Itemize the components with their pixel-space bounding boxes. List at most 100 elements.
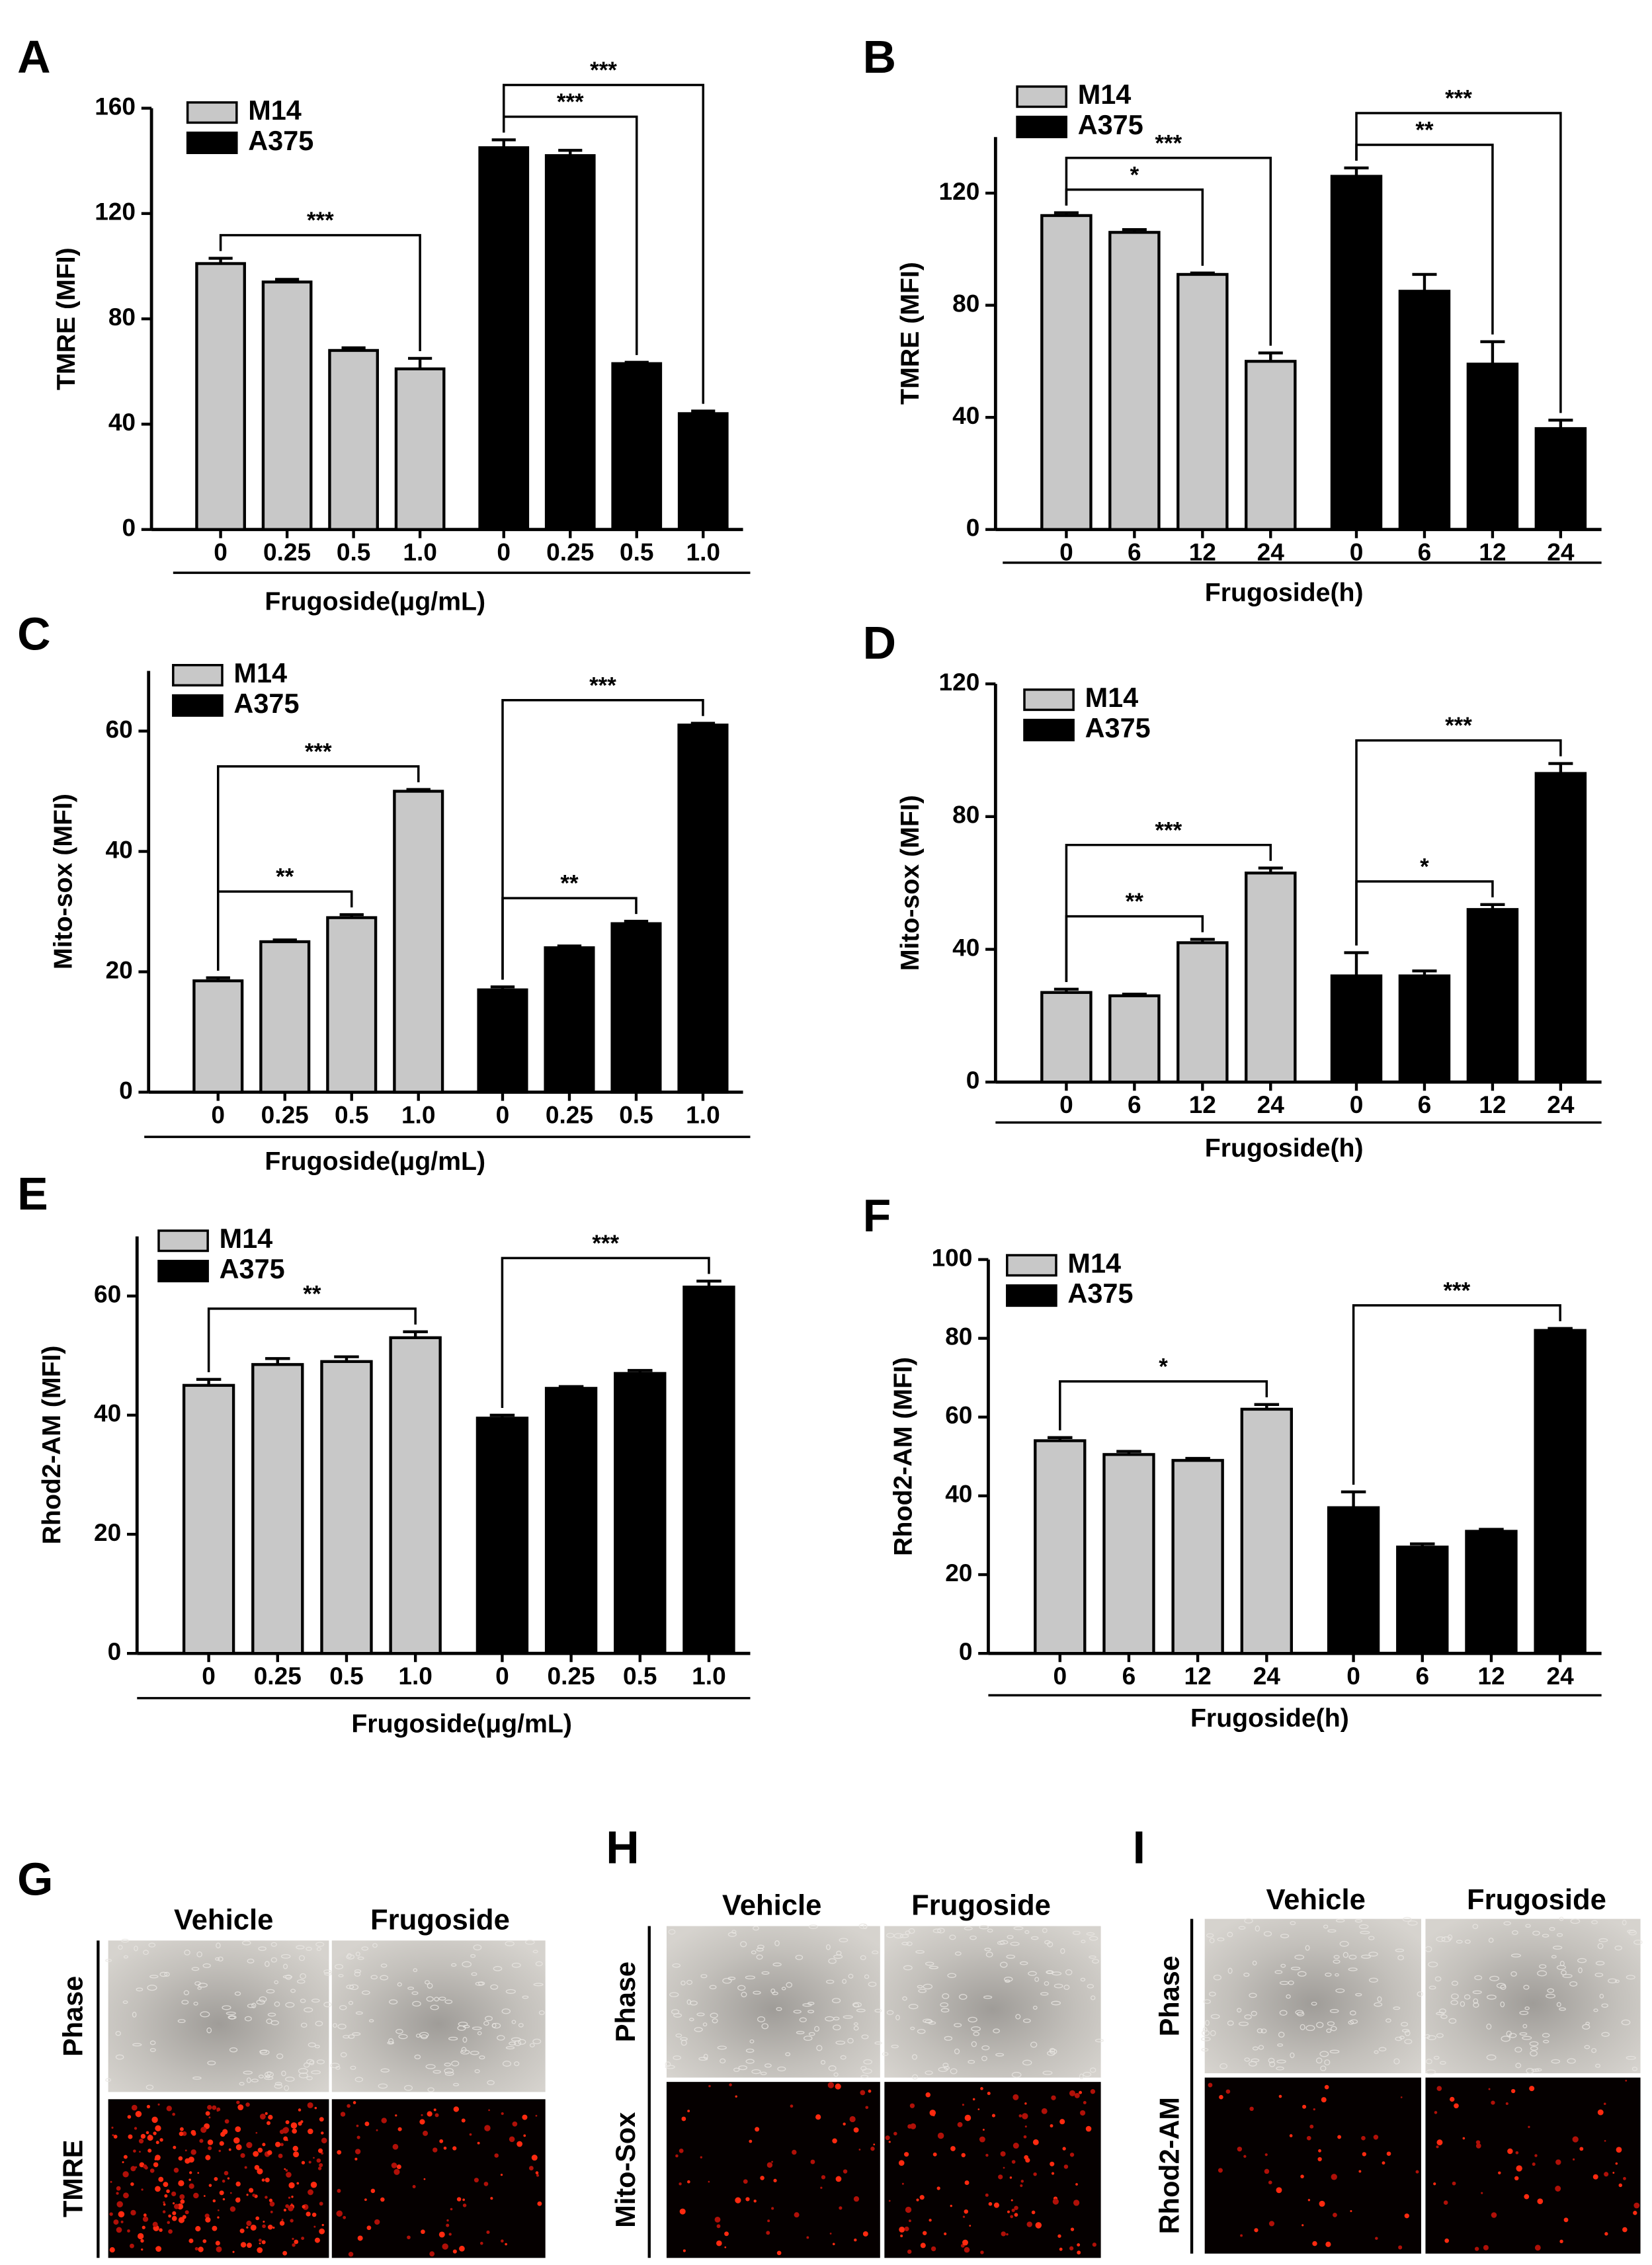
phase-image: [1204, 1918, 1421, 2074]
fluorescent-cell: [198, 2246, 204, 2252]
cell: [522, 1995, 529, 1999]
cell: [300, 2022, 308, 2028]
cell: [388, 1999, 398, 2005]
fluorescent-cell: [336, 2210, 343, 2217]
cell: [1578, 1967, 1583, 1973]
fluorescent-cell: [980, 2086, 983, 2090]
fluorescent-cell: [162, 2210, 166, 2213]
fluorescent-cell: [1010, 2215, 1014, 2219]
fluorescent-cell: [321, 2137, 327, 2144]
fluorescent-cell: [172, 2202, 175, 2205]
cell: [1622, 1920, 1627, 1926]
bar: [1177, 272, 1229, 531]
cell: [1213, 1974, 1221, 1981]
fluorescent-cell: [118, 2211, 125, 2218]
cell: [1210, 2030, 1216, 2036]
fluorescent-cell: [679, 2182, 682, 2186]
cell: [1251, 2058, 1260, 2063]
fluorescent-cell: [687, 2180, 690, 2184]
fluorescent-cell: [314, 2106, 317, 2110]
fluorescent-cell: [469, 2133, 472, 2136]
fluorescent-cell: [1000, 2151, 1006, 2157]
cell: [1335, 1988, 1345, 1993]
cell: [1044, 1981, 1050, 1986]
fluorescent-cell: [178, 2156, 183, 2161]
fluorescent-cell: [145, 2131, 149, 2135]
fluorescent-cell: [179, 2131, 184, 2136]
cell: [1227, 1967, 1233, 1974]
fluorescent-cell: [246, 2220, 252, 2227]
fluorescent-cell: [853, 2127, 859, 2133]
cell: [751, 2069, 761, 2075]
fluorescent-cell: [1268, 2180, 1272, 2185]
fluorescent-cell: [1033, 2172, 1037, 2176]
fluorescent-cell: [188, 2178, 191, 2181]
cell: [274, 2082, 282, 2086]
cell: [444, 2068, 454, 2074]
y-tick-label: 40: [945, 1480, 972, 1508]
y-tick-label: 120: [95, 198, 136, 226]
cell: [414, 2054, 421, 2059]
error-bar: [275, 278, 300, 282]
fluorescent-cell: [272, 2227, 275, 2229]
fluorescent-cell: [729, 2083, 732, 2086]
cell: [1305, 2025, 1315, 2032]
fluorescent-cell: [905, 2206, 912, 2213]
cell: [886, 2010, 894, 2015]
cell: [333, 2023, 337, 2028]
cell: [987, 1928, 993, 1933]
y-tick-label: 120: [938, 177, 979, 205]
cell: [906, 1941, 913, 1946]
cell: [1374, 2002, 1383, 2007]
fluorescent-cell: [208, 2184, 212, 2187]
fluorescent-cell: [716, 2224, 721, 2229]
cell: [964, 1926, 973, 1930]
phase-image: [884, 1926, 1101, 2078]
fluorescent-cell: [1452, 2181, 1456, 2186]
cell: [940, 2008, 950, 2013]
cell: [357, 1956, 364, 1960]
cell: [184, 1950, 190, 1956]
fluorescent-cell: [419, 2119, 425, 2125]
cell: [1053, 1983, 1063, 1989]
cell: [689, 2000, 698, 2006]
fluorescent-cell: [932, 2152, 937, 2157]
fluorescent-cell: [1436, 2139, 1443, 2146]
cell: [1401, 2029, 1410, 2033]
cell: [917, 1985, 923, 1989]
cell: [1333, 1959, 1341, 1964]
cell: [290, 1989, 296, 1993]
fluorescent-cell: [281, 2219, 284, 2221]
fluorescent-cell: [1415, 2170, 1419, 2174]
fluorescent-cell: [1035, 2222, 1042, 2229]
cell: [485, 2016, 493, 2022]
cell: [451, 2061, 460, 2067]
significance-bracket: [216, 765, 420, 971]
fluorescent-cell: [885, 2135, 890, 2141]
cell: [1393, 2006, 1401, 2010]
cell: [1044, 1940, 1051, 1945]
fluorescent-cell: [301, 2237, 305, 2241]
bar: [389, 1336, 442, 1655]
bar: [328, 349, 379, 531]
cell: [265, 1961, 270, 1967]
fluorescent-cell: [308, 2189, 313, 2196]
cell: [206, 2027, 212, 2034]
cell: [426, 1996, 434, 2002]
fluorescent-cell: [1077, 2250, 1081, 2255]
cell: [1342, 1952, 1348, 1958]
bar: [1108, 994, 1161, 1084]
cell: [1263, 1931, 1272, 1937]
x-tick-label: 0: [1350, 1091, 1364, 1118]
fluorescent-cell: [321, 2131, 324, 2135]
fluorescent-cell: [244, 2166, 247, 2169]
cell: [251, 2002, 257, 2008]
fluorescent-cell: [282, 2250, 288, 2256]
fluorescent-cell: [501, 2239, 504, 2243]
cell: [912, 2074, 919, 2080]
cell: [533, 1983, 544, 1987]
cell: [1377, 1996, 1382, 2002]
cell: [868, 1981, 877, 1987]
fluorescent-cell: [512, 2121, 518, 2127]
cell: [274, 2001, 280, 2007]
